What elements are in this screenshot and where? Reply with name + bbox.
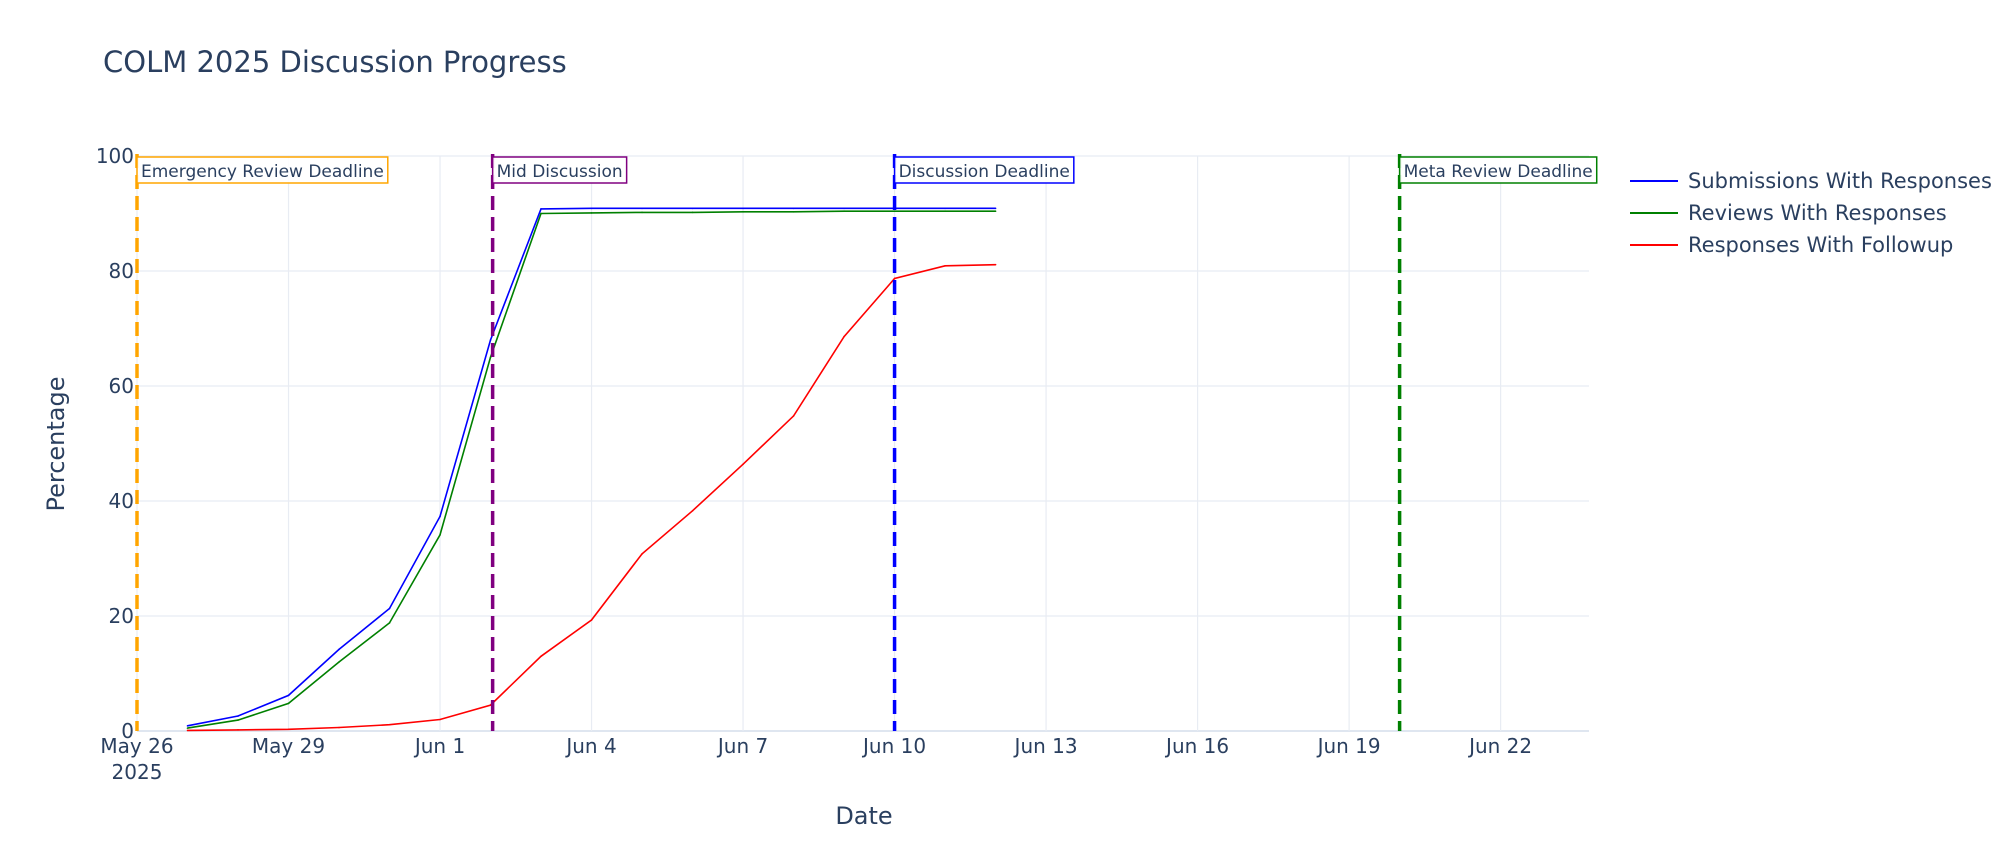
x-tick-label: Jun 1 xyxy=(413,734,465,758)
data-point xyxy=(994,210,997,212)
data-point xyxy=(641,211,643,214)
x-tick-label: Jun 4 xyxy=(564,734,616,758)
data-point xyxy=(843,210,845,212)
data-point xyxy=(590,207,593,210)
data-point xyxy=(944,265,946,267)
y-tick-label: 80 xyxy=(109,259,134,283)
data-point xyxy=(641,553,643,555)
data-point xyxy=(388,607,391,610)
data-point xyxy=(792,207,795,210)
data-point xyxy=(590,212,593,214)
data-point xyxy=(893,210,896,212)
y-axis-title: Percentage xyxy=(42,376,70,511)
data-point xyxy=(691,211,694,214)
data-point xyxy=(944,207,946,210)
data-point xyxy=(792,415,795,417)
data-point xyxy=(237,729,239,731)
data-point xyxy=(691,207,694,210)
x-tick-label: May 29 xyxy=(252,734,325,758)
data-point xyxy=(186,727,189,729)
deadline-annotations: Emergency Review Deadline Mid Discussion D… xyxy=(135,154,1598,731)
deadline-label: Meta Review Deadline xyxy=(1404,162,1593,182)
data-point xyxy=(742,210,744,213)
data-point xyxy=(590,619,593,621)
data-point xyxy=(338,726,340,729)
data-point xyxy=(540,655,542,658)
data-point xyxy=(287,728,290,731)
data-point xyxy=(237,719,239,721)
data-point xyxy=(338,661,340,663)
data-point xyxy=(439,534,441,536)
data-point xyxy=(287,702,290,705)
x-tick-label: Jun 13 xyxy=(1013,734,1078,758)
deadline-label-box xyxy=(491,156,628,184)
data-point xyxy=(944,210,946,212)
data-point xyxy=(691,509,694,512)
data-point xyxy=(287,694,290,697)
plot-series xyxy=(186,207,997,732)
data-point xyxy=(388,622,391,624)
x-axis-title: Date xyxy=(835,802,892,830)
data-point xyxy=(742,207,744,210)
x-tick-label: May 26 xyxy=(100,734,173,758)
data-point xyxy=(186,729,189,732)
data-point xyxy=(994,263,997,266)
y-axis-ticks: 0 20 40 60 80 100 xyxy=(96,144,134,743)
x-tick-label: Jun 10 xyxy=(861,734,926,758)
deadline-label-box xyxy=(893,156,1075,184)
data-point xyxy=(439,515,441,518)
data-point xyxy=(843,335,845,338)
y-tick-label: 100 xyxy=(96,144,134,168)
y-tick-label: 40 xyxy=(109,489,134,513)
deadline-label-box xyxy=(136,156,389,184)
x-tick-label: Jun 22 xyxy=(1467,734,1532,758)
data-point xyxy=(540,212,542,215)
data-point xyxy=(186,725,189,727)
deadline-label: Mid Discussion xyxy=(497,162,623,182)
grid xyxy=(136,155,1589,732)
deadline-label-box xyxy=(1398,156,1598,184)
deadline-label: Discussion Deadline xyxy=(899,162,1070,182)
data-point xyxy=(792,210,795,213)
data-point xyxy=(843,207,845,210)
data-point xyxy=(742,463,744,466)
legend-label-2: Reviews With Responses xyxy=(1688,201,1947,225)
legend: Submissions With Responses Reviews With R… xyxy=(1630,169,1992,257)
x-tick-label: Jun 16 xyxy=(1164,734,1229,758)
data-point xyxy=(388,723,391,726)
legend-label-1: Submissions With Responses xyxy=(1688,169,1992,193)
data-point xyxy=(540,208,542,210)
data-point xyxy=(893,277,896,280)
y-tick-label: 20 xyxy=(109,604,134,628)
x-tick-sublabel: 2025 xyxy=(112,760,163,784)
data-point xyxy=(338,648,340,651)
x-tick-label: Jun 7 xyxy=(716,734,768,758)
y-tick-label: 60 xyxy=(109,374,134,398)
data-point xyxy=(641,207,643,210)
x-tick-label: Jun 19 xyxy=(1316,734,1381,758)
chart-title: COLM 2025 Discussion Progress xyxy=(103,45,567,79)
data-point xyxy=(994,207,997,210)
data-point xyxy=(489,339,492,341)
y-tick-label: 0 xyxy=(121,719,134,743)
legend-label-3: Responses With Followup xyxy=(1688,233,1953,257)
data-point xyxy=(439,718,441,721)
data-point xyxy=(237,715,239,717)
deadline-label: Emergency Review Deadline xyxy=(141,162,384,182)
